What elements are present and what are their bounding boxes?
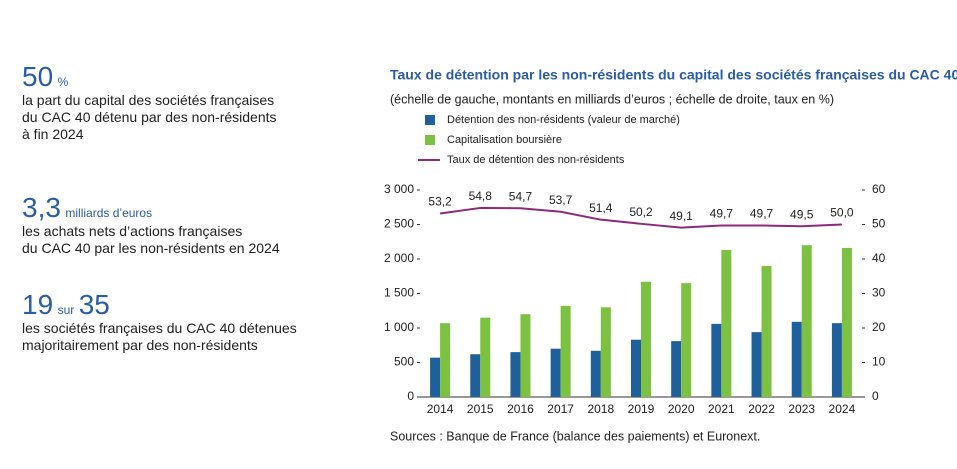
bar bbox=[440, 323, 451, 397]
x-tick-label: 2016 bbox=[507, 402, 534, 416]
y-tick-label: 2 000 bbox=[384, 251, 414, 265]
figure-headline: 19 sur 35 bbox=[22, 290, 297, 320]
source: Sources : Banque de France (balance des … bbox=[390, 429, 760, 443]
bar bbox=[721, 250, 732, 397]
bar bbox=[550, 348, 561, 397]
data-label: 49,7 bbox=[710, 207, 734, 221]
bar bbox=[671, 341, 682, 397]
y-tick-label: 1 000 bbox=[384, 320, 414, 334]
y-tick-label: 500 bbox=[394, 355, 414, 369]
key-figure: 3,3 milliards d’euros les achats nets d’… bbox=[22, 193, 280, 257]
data-label: 50,0 bbox=[830, 206, 854, 220]
bar bbox=[600, 307, 611, 397]
unit: sur bbox=[57, 303, 75, 317]
bar bbox=[470, 354, 481, 397]
text-line: les sociétés françaises du CAC 40 détenu… bbox=[22, 320, 297, 336]
key-figure: 19 sur 35 les sociétés françaises du CAC… bbox=[22, 290, 297, 354]
y2-tick-label: 60 bbox=[872, 182, 886, 196]
bar bbox=[711, 323, 722, 397]
x-tick-label: 2014 bbox=[427, 402, 454, 416]
big-number: 50 bbox=[22, 61, 54, 92]
text-line: les achats nets d’actions françaises bbox=[22, 223, 243, 239]
data-label: 54,8 bbox=[469, 189, 493, 203]
data-label: 53,2 bbox=[428, 195, 452, 209]
x-tick-label: 2021 bbox=[708, 402, 735, 416]
x-tick-label: 2024 bbox=[829, 402, 856, 416]
figure-headline: 50 % bbox=[22, 62, 277, 92]
y-tick-label: 3 000 bbox=[384, 182, 414, 196]
y2-tick-label: 0 bbox=[872, 389, 879, 403]
big-number: 35 bbox=[78, 289, 110, 320]
bar bbox=[510, 352, 521, 397]
bar bbox=[681, 283, 692, 397]
x-tick-label: 2023 bbox=[788, 402, 815, 416]
text-line: du CAC 40 détenu par des non-résidents bbox=[22, 109, 277, 125]
key-figure: 50 % la part du capital des sociétés fra… bbox=[22, 62, 277, 143]
legend-label: Taux de détention des non-résidents bbox=[447, 154, 625, 166]
y2-tick-label: 50 bbox=[872, 217, 886, 231]
y2-tick-label: 10 bbox=[872, 355, 886, 369]
x-tick-label: 2020 bbox=[668, 402, 695, 416]
text-line: du CAC 40 par les non-résidents en 2024 bbox=[22, 240, 280, 256]
text-line: majoritairement par des non-résidents bbox=[22, 337, 258, 353]
bar bbox=[761, 265, 772, 397]
bar bbox=[560, 305, 571, 397]
bar bbox=[841, 247, 852, 397]
x-tick-label: 2017 bbox=[547, 402, 574, 416]
legend-label: Détention des non-résidents (valeur de m… bbox=[447, 114, 680, 126]
bar bbox=[831, 323, 842, 397]
bar bbox=[520, 314, 531, 397]
data-label: 49,5 bbox=[790, 207, 814, 221]
bar bbox=[751, 332, 762, 397]
bar bbox=[480, 317, 491, 397]
x-tick-label: 2018 bbox=[587, 402, 614, 416]
line bbox=[439, 206, 842, 229]
y-tick-label: 1 500 bbox=[384, 286, 414, 300]
x-tick-label: 2022 bbox=[748, 402, 775, 416]
bar bbox=[631, 339, 641, 397]
y-tick-label: 2 500 bbox=[384, 217, 414, 231]
big-number: 3,3 bbox=[22, 192, 61, 223]
legend-swatch bbox=[425, 115, 435, 125]
data-label: 49,7 bbox=[750, 207, 774, 221]
bar bbox=[791, 321, 802, 397]
y2-tick-label: 40 bbox=[872, 251, 886, 265]
bar bbox=[590, 350, 601, 397]
bar bbox=[641, 281, 651, 397]
legend-swatch bbox=[425, 135, 435, 145]
data-label: 54,7 bbox=[509, 189, 533, 203]
y2-tick-label: 20 bbox=[872, 320, 886, 334]
y2-tick-label: 30 bbox=[872, 286, 886, 300]
data-label: 49,1 bbox=[670, 209, 694, 223]
data-label: 51,4 bbox=[589, 201, 613, 215]
data-label: 50,2 bbox=[629, 205, 653, 219]
y-tick-label: 0 bbox=[407, 389, 414, 403]
chart-title: Taux de détention par les non-résidents … bbox=[390, 67, 957, 83]
text-line: la part du capital des sociétés français… bbox=[22, 92, 275, 108]
x-tick-label: 2019 bbox=[628, 402, 655, 416]
data-label: 53,7 bbox=[549, 193, 573, 207]
chart-subtitle: (échelle de gauche, montants en milliard… bbox=[390, 92, 834, 106]
legend-label: Capitalisation boursière bbox=[447, 134, 562, 146]
unit: milliards d’euros bbox=[65, 206, 153, 220]
text-line: à fin 2024 bbox=[22, 126, 84, 142]
bar bbox=[801, 245, 812, 397]
figure-headline: 3,3 milliards d’euros bbox=[22, 193, 280, 223]
x-tick-label: 2015 bbox=[467, 402, 494, 416]
big-number: 19 bbox=[22, 289, 54, 320]
unit: % bbox=[57, 75, 69, 89]
bar bbox=[430, 357, 441, 397]
